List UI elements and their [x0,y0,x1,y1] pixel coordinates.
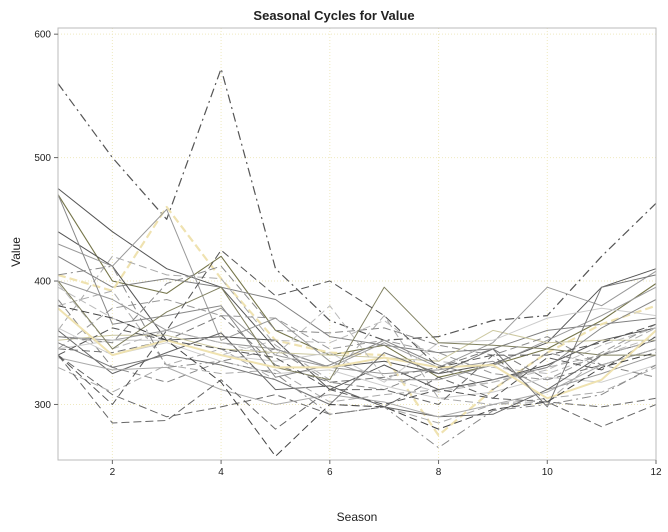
series-line-9 [57,286,657,375]
y-tick-label: 300 [34,400,51,411]
series-lines [57,68,657,457]
series-line-15 [57,354,657,428]
series-line-10 [57,299,657,391]
plot-background [58,28,656,460]
series-line-6 [57,255,657,405]
y-axis: 300 400 500 600 [34,30,58,411]
series-line-20 [57,307,657,383]
series-line-24 [57,283,657,393]
series-line-17 [57,270,657,368]
plot-frame [57,27,657,461]
chart-title: Seasonal Cycles for Value [253,8,414,23]
y-tick-label: 400 [34,277,51,288]
series-line-16 [57,329,656,362]
series-line-2 [57,194,657,378]
series-line-18 [57,330,657,418]
series-line-31 [57,249,657,405]
x-tick-label: 6 [327,467,333,478]
series-line-1 [57,68,657,341]
series-line-3 [57,188,657,375]
x-axis-label: Season [337,510,378,524]
plot-area [57,27,657,461]
y-tick-label: 600 [34,30,51,41]
series-line-30 [57,274,657,408]
x-tick-label: 8 [436,467,442,478]
x-tick-label: 2 [110,467,116,478]
x-tick-label: 4 [218,467,224,478]
x-tick-label: 10 [542,467,554,478]
x-tick-label: 12 [650,467,662,478]
series-line-25 [57,280,656,381]
series-line-28 [57,327,657,405]
series-line-32 [57,265,657,449]
x-axis: 2 4 6 8 10 12 [110,460,662,478]
series-line-4 [57,255,657,354]
series-line-23 [57,354,657,430]
series-line-5 [57,205,657,437]
y-tick-label: 500 [34,153,51,164]
y-axis-label: Value [9,237,23,267]
series-line-33 [57,305,657,457]
series-line-26 [57,299,657,381]
series-line-22 [57,194,657,381]
series-line-27 [57,265,657,378]
